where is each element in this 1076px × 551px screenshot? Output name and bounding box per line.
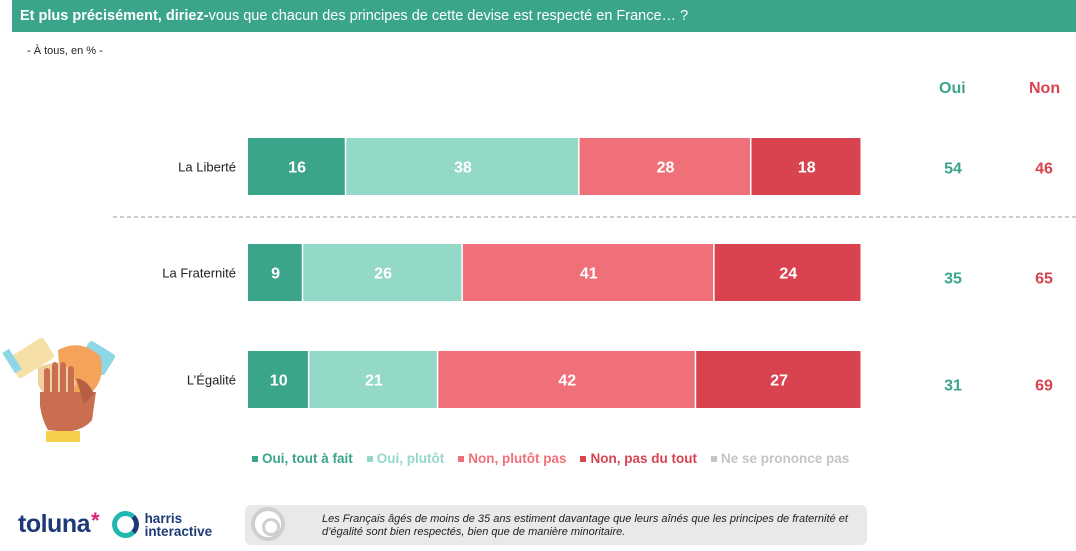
legend-swatch (710, 455, 717, 462)
bar-value-label: 18 (798, 160, 816, 177)
bar-segment (248, 351, 308, 408)
legend-swatch (458, 455, 465, 462)
harris-line1: harris (144, 510, 183, 526)
category-label: L’Égalité (187, 373, 236, 388)
legend-item: Oui, plutôt (366, 451, 445, 466)
bar-value-label: 21 (365, 373, 383, 390)
base-subtitle: - À tous, en % - (27, 45, 103, 57)
bar-segment (303, 244, 462, 301)
question-rest: vous que chacun des principes de cette d… (208, 8, 689, 24)
toluna-wordmark: toluna (18, 510, 91, 538)
bar-value-label: 27 (770, 373, 788, 390)
category-label: La Liberté (178, 160, 236, 175)
legend-swatch (366, 455, 373, 462)
legend-item: Non, plutôt pas (458, 451, 566, 466)
bar-segment (309, 351, 437, 408)
non-total: 69 (1035, 378, 1053, 395)
hands-together-icon (2, 337, 115, 442)
non-total: 65 (1035, 271, 1053, 288)
bar-segment (751, 138, 861, 195)
oui-total: 54 (944, 161, 962, 178)
bar-value-label: 24 (779, 266, 797, 283)
legend-item: Oui, tout à fait (252, 451, 353, 466)
toluna-harris-logo: toluna * harris interactive (18, 507, 213, 539)
bar-segment (462, 244, 714, 301)
harris-ring-icon (111, 511, 139, 538)
legend-label: Non, plutôt pas (468, 451, 567, 466)
bar-value-label: 38 (454, 160, 472, 177)
bar-segment (248, 244, 302, 301)
question-bold: Et plus précisément, diriez- (20, 8, 209, 24)
non-total: 46 (1035, 161, 1053, 178)
legend-label: Oui, tout à fait (262, 451, 353, 466)
bar-segment (346, 138, 579, 195)
bar-value-label: 9 (271, 266, 280, 283)
insight-note: Les Français âgés de moins de 35 ans est… (245, 505, 867, 545)
legend-label: Oui, plutôt (376, 451, 445, 466)
oui-total: 31 (944, 378, 962, 395)
legend-swatch (580, 455, 587, 462)
target-icon (251, 507, 285, 541)
legend-label: Non, pas du tout (590, 451, 697, 466)
bar-segment (438, 351, 695, 408)
legend-label: Ne se prononce pas (720, 451, 850, 466)
bar-value-label: 10 (270, 373, 288, 390)
legend-item: Non, pas du tout (580, 451, 697, 466)
bar-value-label: 41 (580, 266, 598, 283)
bar-segment (248, 138, 345, 195)
legend-item: Ne se prononce pas (710, 451, 850, 466)
harris-wordmark: harris interactive (144, 510, 213, 539)
bar-value-label: 16 (288, 160, 306, 177)
insight-text: Les Français âgés de moins de 35 ans est… (322, 513, 848, 538)
bar-value-label: 42 (558, 373, 576, 390)
bar-segment (696, 351, 861, 408)
legend-swatch (252, 455, 258, 462)
bar-segment (579, 138, 750, 195)
category-label: La Fraternité (162, 266, 236, 281)
bar-value-label: 28 (657, 160, 675, 177)
oui-total: 35 (944, 271, 962, 288)
non-column-head: Non (1029, 80, 1061, 97)
bar-value-label: 26 (374, 266, 392, 283)
harris-line2: interactive (144, 523, 213, 539)
chart-legend: Oui, tout à fait Oui, plutôt Non, plutôt p… (252, 451, 849, 466)
question-header: Et plus précisément, diriez-vous que cha… (12, 0, 1076, 32)
toluna-star: * (91, 507, 100, 533)
oui-column-head: Oui (939, 80, 966, 97)
bar-segment (714, 244, 861, 301)
